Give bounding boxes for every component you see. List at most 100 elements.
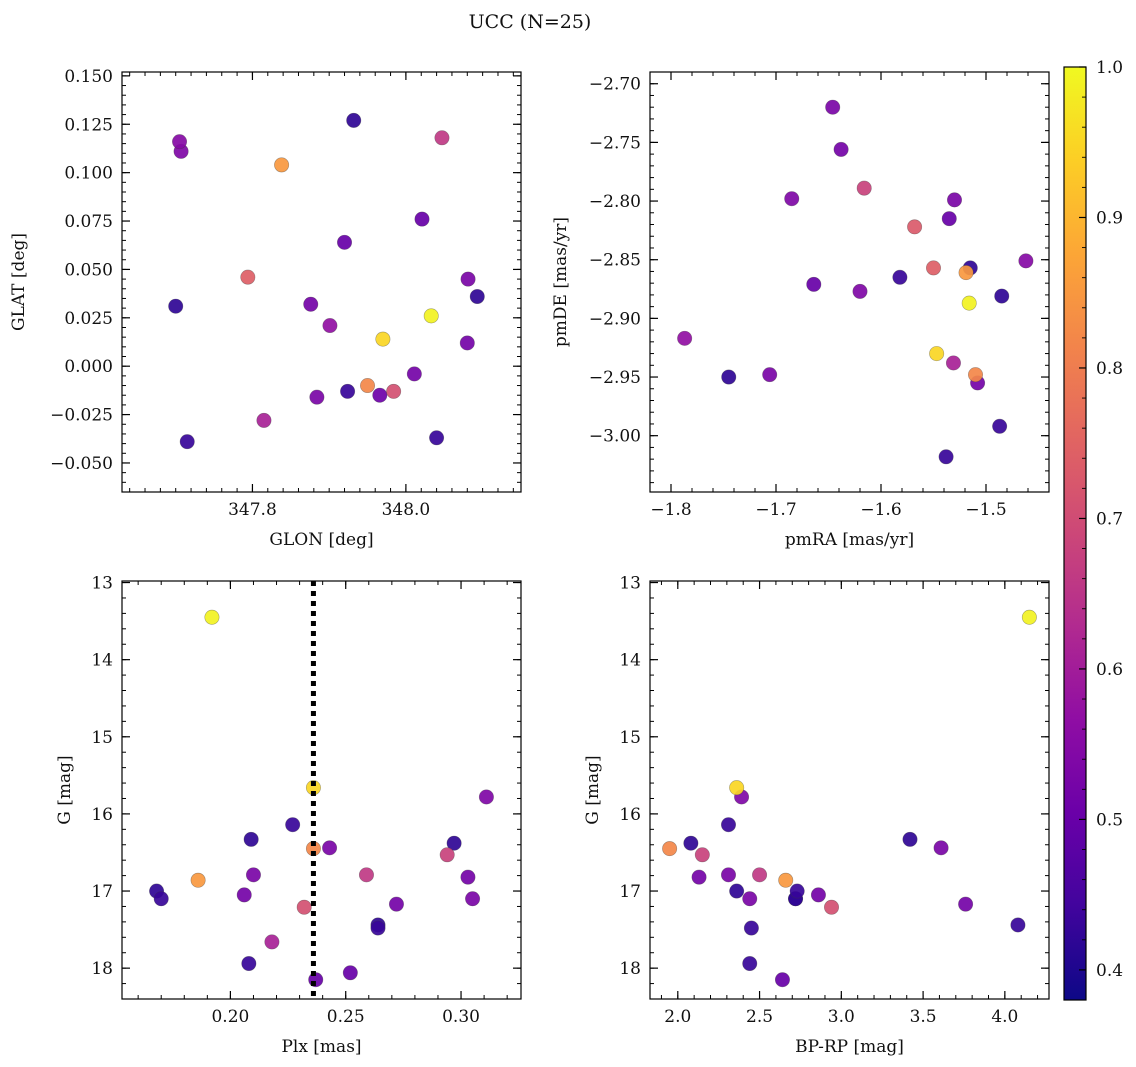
data-point <box>309 389 325 405</box>
data-point <box>285 817 301 833</box>
data-point <box>892 269 908 285</box>
plot-frame <box>649 580 1050 1000</box>
data-point <box>370 920 386 936</box>
data-point <box>789 883 805 899</box>
data-point <box>958 896 974 912</box>
figure-title: UCC (N=25) <box>469 11 592 33</box>
x-tick-label: 0.30 <box>442 1007 480 1027</box>
plot-frame <box>121 580 522 1000</box>
data-point <box>469 289 485 305</box>
y-tick-label: −2.85 <box>589 251 641 271</box>
data-point <box>938 449 954 465</box>
plot-frame <box>649 71 1050 493</box>
data-point <box>240 269 256 285</box>
y-tick-label: 13 <box>91 574 113 594</box>
data-point <box>778 872 794 888</box>
panel-color-magnitude: 2.0 2.5 3.0 3.5 4.0 13 14 15 16 17 18 BP-RP [mag] G … <box>583 574 1050 1057</box>
x-tick-label: −1.6 <box>860 500 901 520</box>
data-point <box>264 934 280 950</box>
data-point <box>429 430 445 446</box>
data-point <box>856 180 872 196</box>
y-axis-label: G [mag] <box>583 755 603 824</box>
data-point <box>941 211 957 227</box>
data-point <box>961 295 977 311</box>
data-point <box>358 867 374 883</box>
y-tick-label: 15 <box>91 728 113 748</box>
data-point <box>372 387 388 403</box>
x-axis-label: BP-RP [mag] <box>795 1037 904 1057</box>
x-tick-label: 348.0 <box>382 500 431 520</box>
data-point <box>946 192 962 208</box>
y-tick-label: 16 <box>619 805 641 825</box>
data-point <box>1010 917 1026 933</box>
data-point <box>743 920 759 936</box>
data-point <box>902 831 918 847</box>
y-tick-label: 0.125 <box>64 115 113 135</box>
y-tick-label: −2.80 <box>589 192 641 212</box>
y-axis-label: pmDE [mas/yr] <box>551 217 571 347</box>
colorbar-tick-label: 0.9 <box>1096 208 1123 228</box>
x-tick-label: −1.5 <box>965 500 1006 520</box>
y-tick-label: 15 <box>619 728 641 748</box>
data-point <box>460 271 476 287</box>
y-tick-label: 18 <box>619 959 641 979</box>
data-point <box>1018 253 1034 269</box>
data-point <box>478 789 494 805</box>
data-point <box>337 234 353 250</box>
data-point <box>720 867 736 883</box>
data-point <box>386 383 402 399</box>
data-point <box>168 298 184 314</box>
data-point <box>406 366 422 382</box>
data-point <box>423 308 439 324</box>
y-axis-label: G [mag] <box>55 755 75 824</box>
data-point <box>662 841 678 857</box>
panel-position: 347.8 348.0 −0.050 −0.025 0.000 0.025 0.050 0.0… <box>9 67 522 550</box>
y-tick-label: 14 <box>619 651 641 671</box>
data-point <box>683 835 699 851</box>
data-point <box>204 609 220 625</box>
y-tick-label: 13 <box>619 574 641 594</box>
data-point <box>296 899 312 915</box>
data-point <box>236 887 252 903</box>
y-tick-label: 0.075 <box>64 212 113 232</box>
x-tick-label: 2.5 <box>746 1007 773 1027</box>
data-point <box>762 367 778 383</box>
y-tick-label: −2.75 <box>589 133 641 153</box>
data-point <box>460 869 476 885</box>
data-point <box>907 219 923 235</box>
data-point <box>153 891 169 907</box>
x-tick-label: 4.0 <box>991 1007 1018 1027</box>
panel-proper-motion: −1.8 −1.7 −1.6 −1.5 −3.00 −2.95 −2.90 −2.85 −2.8… <box>551 71 1050 550</box>
data-point <box>925 260 941 276</box>
colorbar-tick-label: 0.6 <box>1096 660 1123 680</box>
data-point <box>742 891 758 907</box>
colorbar-tick-label: 0.7 <box>1096 509 1123 529</box>
colorbar-tick-label: 0.5 <box>1096 810 1123 830</box>
data-point <box>945 355 961 371</box>
colorbar: 0.4 0.5 0.6 0.7 0.8 0.9 1.0 <box>1063 58 1123 1001</box>
x-axis-label: Plx [mas] <box>281 1037 361 1057</box>
y-tick-label: 0.050 <box>64 260 113 280</box>
data-point <box>810 887 826 903</box>
data-point <box>446 835 462 851</box>
y-tick-label: 18 <box>91 959 113 979</box>
x-tick-label: 347.8 <box>228 500 277 520</box>
data-point <box>388 896 404 912</box>
x-tick-label: −1.8 <box>650 500 691 520</box>
data-point <box>241 956 257 972</box>
data-point <box>806 276 822 292</box>
data-point <box>243 831 259 847</box>
data-point <box>994 288 1010 304</box>
panel-parallax-magnitude: 0.20 0.25 0.30 13 14 15 16 17 18 Plx [mas] G [mag] <box>55 574 522 1057</box>
y-tick-label: −2.90 <box>589 309 641 329</box>
y-tick-label: −0.025 <box>50 406 113 426</box>
x-tick-label: 3.5 <box>910 1007 937 1027</box>
data-point <box>691 869 707 885</box>
data-point <box>992 418 1008 434</box>
plot-frame <box>121 71 522 493</box>
data-point <box>245 867 261 883</box>
colorbar-tick-label: 0.4 <box>1096 961 1123 981</box>
data-point <box>342 965 358 981</box>
data-point <box>465 891 481 907</box>
